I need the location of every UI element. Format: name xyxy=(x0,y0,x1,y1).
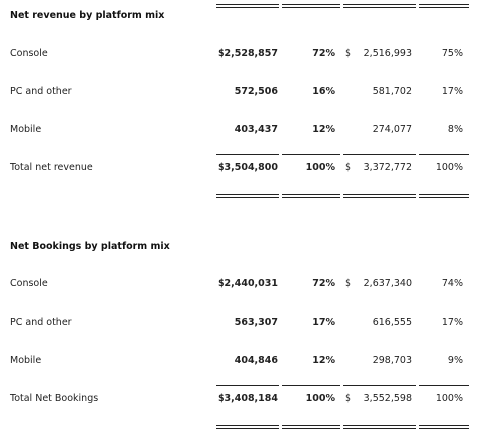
row-label: Total net revenue xyxy=(10,162,93,173)
currency-symbol: $ xyxy=(218,162,225,173)
currency-symbol: $ xyxy=(345,162,352,173)
subtotal-rule xyxy=(419,154,469,155)
currency-symbol: $ xyxy=(345,278,352,289)
table-row: Console $ 2,528,857 72% $ 2,516,993 75% xyxy=(0,48,480,64)
total-double-rule xyxy=(216,194,279,198)
currency-symbol: $ xyxy=(345,48,352,59)
table-row: Console $ 2,440,031 72% $ 2,637,340 74% xyxy=(0,278,480,294)
value-prior: 3,372,772 xyxy=(363,162,412,173)
header-double-rule xyxy=(343,4,416,8)
percent-current: 12% xyxy=(312,355,335,366)
value-prior: 3,552,598 xyxy=(363,393,412,404)
value-current: 563,307 xyxy=(234,317,278,328)
total-double-rule xyxy=(282,194,340,198)
section-heading-net-bookings: Net Bookings by platform mix xyxy=(10,241,170,252)
row-label: Console xyxy=(10,278,48,289)
row-label: Mobile xyxy=(10,124,42,135)
header-double-rule xyxy=(282,4,340,8)
subtotal-rule xyxy=(216,385,279,386)
percent-current: 16% xyxy=(312,86,335,97)
total-row: Total net revenue $ 3,504,800 100% $ 3,3… xyxy=(0,162,480,178)
total-double-rule xyxy=(419,425,469,429)
subtotal-rule xyxy=(343,154,416,155)
row-label: PC and other xyxy=(10,86,72,97)
value-prior: 581,702 xyxy=(372,86,412,97)
percent-prior: 17% xyxy=(441,86,463,97)
value-current: 2,440,031 xyxy=(224,278,279,289)
percent-prior: 17% xyxy=(441,317,463,328)
header-double-rule xyxy=(419,4,469,8)
total-double-rule xyxy=(343,425,416,429)
value-current: 3,504,800 xyxy=(224,162,279,173)
value-current: 404,846 xyxy=(234,355,278,366)
percent-current: 72% xyxy=(312,48,335,59)
percent-prior: 8% xyxy=(447,124,463,135)
percent-current: 17% xyxy=(312,317,335,328)
value-current: 403,437 xyxy=(234,124,278,135)
value-prior: 2,637,340 xyxy=(363,278,412,289)
percent-prior: 100% xyxy=(435,393,463,404)
subtotal-rule xyxy=(282,154,340,155)
currency-symbol: $ xyxy=(218,48,225,59)
subtotal-rule xyxy=(216,154,279,155)
table-row: Mobile 404,846 12% 298,703 9% xyxy=(0,355,480,371)
percent-current: 12% xyxy=(312,124,335,135)
subtotal-rule xyxy=(282,385,340,386)
value-current: 3,408,184 xyxy=(224,393,279,404)
value-prior: 298,703 xyxy=(372,355,412,366)
value-prior: 274,077 xyxy=(372,124,412,135)
currency-symbol: $ xyxy=(345,393,352,404)
percent-prior: 100% xyxy=(435,162,463,173)
total-double-rule xyxy=(419,194,469,198)
percent-current: 100% xyxy=(305,393,335,404)
value-current: 2,528,857 xyxy=(224,48,279,59)
currency-symbol: $ xyxy=(218,278,225,289)
section-heading-net-revenue: Net revenue by platform mix xyxy=(10,10,165,21)
percent-prior: 74% xyxy=(441,278,463,289)
row-label: Mobile xyxy=(10,355,42,366)
currency-symbol: $ xyxy=(218,393,225,404)
table-row: Mobile 403,437 12% 274,077 8% xyxy=(0,124,480,140)
subtotal-rule xyxy=(343,385,416,386)
percent-prior: 9% xyxy=(447,355,463,366)
table-row: PC and other 572,506 16% 581,702 17% xyxy=(0,86,480,102)
table-row: PC and other 563,307 17% 616,555 17% xyxy=(0,317,480,333)
row-label: Total Net Bookings xyxy=(10,393,99,404)
value-prior: 2,516,993 xyxy=(363,48,412,59)
row-label: PC and other xyxy=(10,317,72,328)
header-double-rule xyxy=(216,4,279,8)
total-double-rule xyxy=(216,425,279,429)
value-prior: 616,555 xyxy=(372,317,412,328)
value-current: 572,506 xyxy=(234,86,278,97)
subtotal-rule xyxy=(419,385,469,386)
row-label: Console xyxy=(10,48,48,59)
percent-current: 100% xyxy=(305,162,335,173)
total-double-rule xyxy=(343,194,416,198)
percent-current: 72% xyxy=(312,278,335,289)
total-row: Total Net Bookings $ 3,408,184 100% $ 3,… xyxy=(0,393,480,409)
total-double-rule xyxy=(282,425,340,429)
percent-prior: 75% xyxy=(441,48,463,59)
